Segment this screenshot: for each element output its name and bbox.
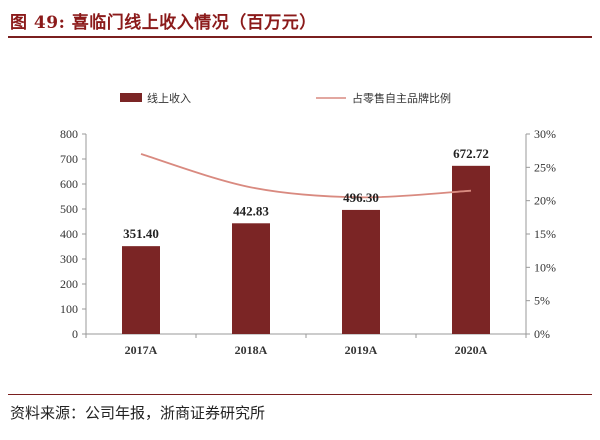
left-tick-label: 800 [60,127,78,141]
bar-2020A [452,165,490,334]
right-tick-label: 15% [534,227,556,241]
right-tick-label: 5% [534,294,550,308]
left-tick-label: 700 [60,152,78,166]
bar-2019A [342,209,380,334]
x-tick-label: 2020A [455,343,488,357]
left-tick-label: 100 [60,302,78,316]
right-tick-label: 0% [534,327,550,341]
left-tick-label: 500 [60,202,78,216]
legend: 线上收入 占零售自主品牌比例 [120,91,451,105]
left-tick-label: 400 [60,227,78,241]
source-note: 资料来源：公司年报，浙商证券研究所 [10,404,266,422]
x-tick-label: 2019A [345,343,378,357]
source-divider [8,394,592,395]
data-label: 442.83 [233,203,269,218]
left-tick-label: 300 [60,252,78,266]
data-label: 351.40 [123,226,159,241]
bar-2017A [122,246,160,334]
data-label: 496.30 [343,190,379,205]
x-tick-label: 2018A [235,343,268,357]
x-tick-label: 2017A [125,343,158,357]
ratio-line [140,153,472,199]
bar-2018A [232,223,270,334]
right-tick-label: 30% [534,127,556,141]
legend-swatch-bar [120,93,142,102]
title-divider [8,36,592,38]
left-tick-label: 200 [60,277,78,291]
left-tick-label: 600 [60,177,78,191]
right-tick-label: 25% [534,160,556,174]
right-tick-label: 20% [534,194,556,208]
legend-label-bar: 线上收入 [147,91,191,105]
chart: 线上收入 占零售自主品牌比例 0 100 200 300 400 500 600 700 800… [60,91,556,357]
figure-title: 图 49: 喜临门线上收入情况（百万元） [10,13,317,33]
left-tick-label: 0 [72,327,78,341]
data-label: 672.72 [453,146,489,161]
legend-label-line: 占零售自主品牌比例 [352,91,451,105]
right-tick-label: 10% [534,260,556,274]
